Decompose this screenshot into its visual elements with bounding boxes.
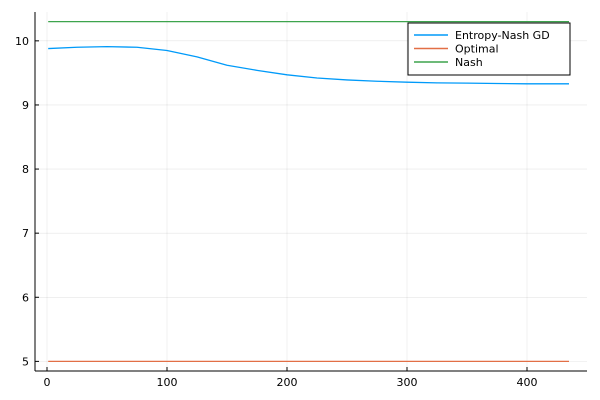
- x-tick-label: 400: [517, 376, 538, 389]
- axes: [34, 12, 587, 372]
- x-tick-label: 100: [157, 376, 178, 389]
- y-tick-label: 7: [22, 227, 29, 240]
- y-tick-label: 5: [22, 355, 29, 368]
- y-tick-label: 9: [22, 99, 29, 112]
- y-tick-label: 8: [22, 163, 29, 176]
- series-lines: [48, 20, 569, 363]
- x-tick-label: 200: [277, 376, 298, 389]
- y-tick-label: 10: [15, 35, 29, 48]
- legend-label-0: Entropy-Nash GD: [455, 29, 550, 42]
- x-tick-label: 0: [44, 376, 51, 389]
- tick-labels: 0 100 200 300 400 5 6 7 8 9 10: [15, 35, 538, 389]
- legend-label-1: Optimal: [455, 43, 499, 56]
- legend-label-2: Nash: [455, 56, 483, 69]
- series-line-0: [48, 45, 569, 85]
- x-tick-label: 300: [397, 376, 418, 389]
- y-tick-label: 6: [22, 291, 29, 304]
